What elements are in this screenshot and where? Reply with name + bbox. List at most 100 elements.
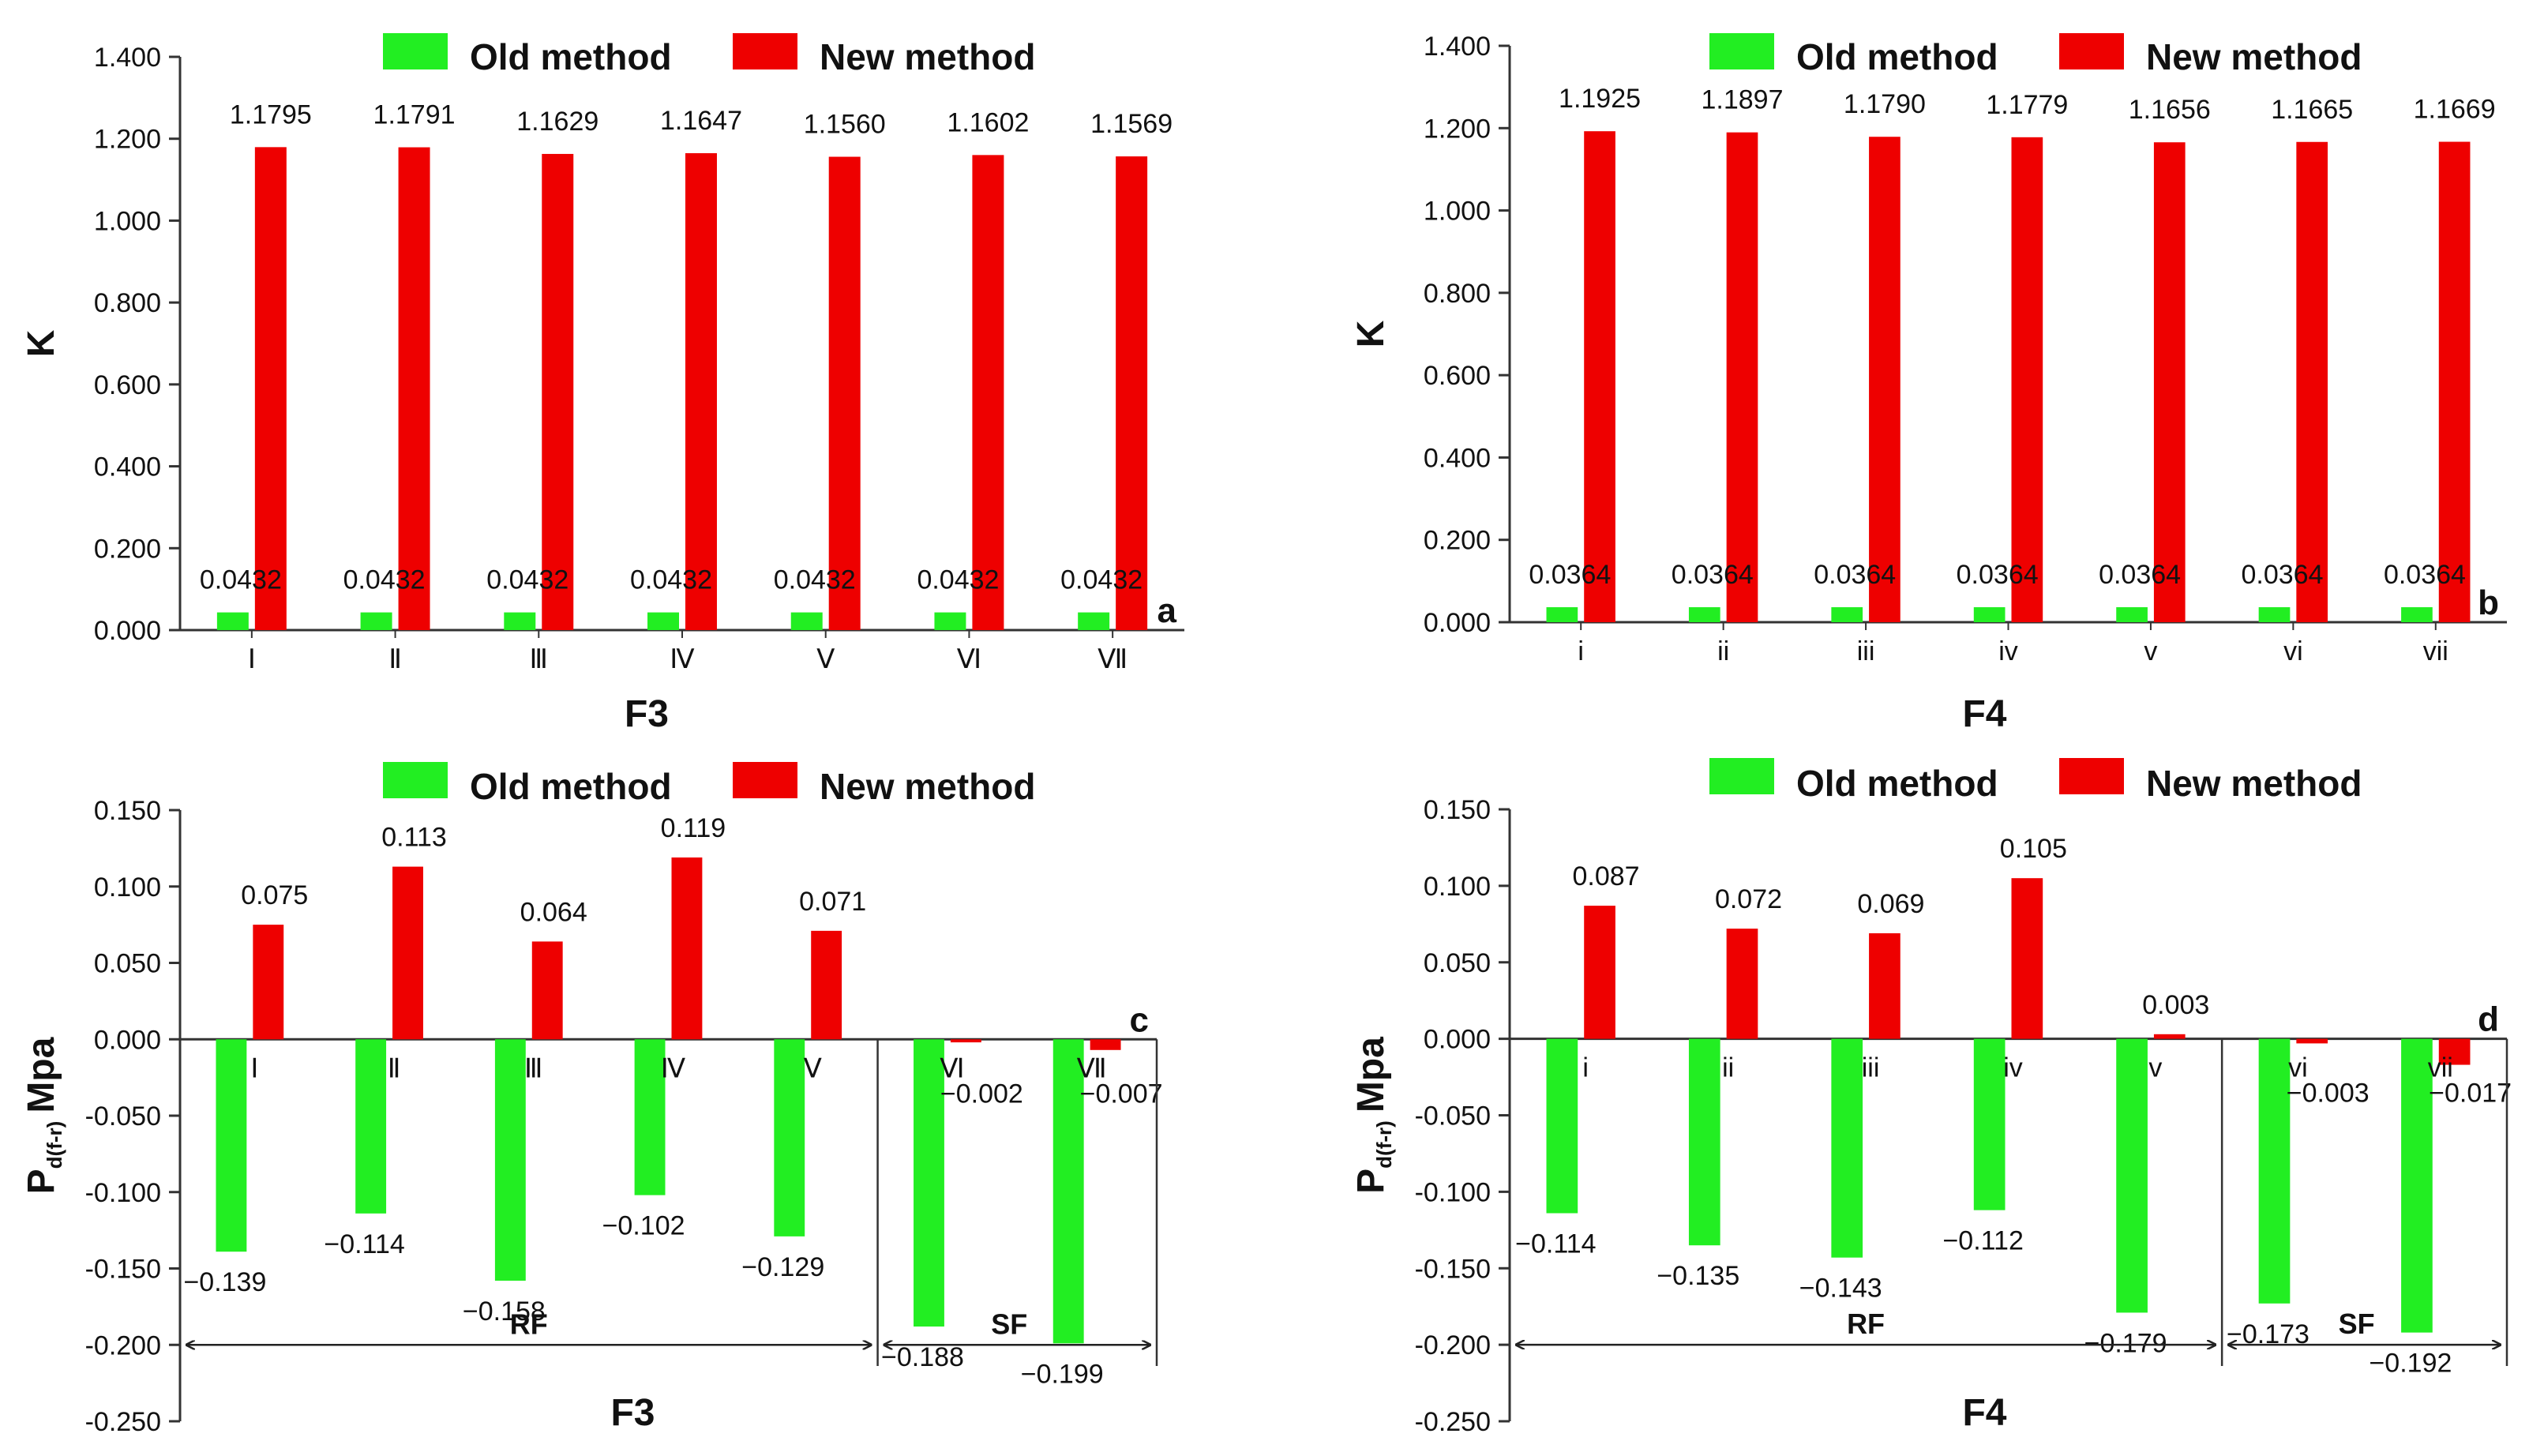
bar-old-7 xyxy=(2401,607,2433,622)
bar-old-7 xyxy=(1052,1039,1084,1344)
data-label-new: 0.075 xyxy=(241,880,308,910)
y-tick-label: 0.600 xyxy=(94,370,161,400)
y-axis-title: K xyxy=(1350,320,1392,347)
data-label-new: 1.1779 xyxy=(1986,90,2068,120)
y-tick-label: 1.400 xyxy=(94,43,161,73)
bar-old-5 xyxy=(2116,607,2148,622)
x-category-label: Ⅰ xyxy=(250,1053,258,1083)
x-category-label: Ⅱ xyxy=(388,1053,401,1083)
y-tick-label: 0.200 xyxy=(1424,526,1491,556)
data-label-new: 0.064 xyxy=(520,897,587,927)
y-tick-label: -0.050 xyxy=(1415,1101,1491,1131)
data-label-old: 0.0364 xyxy=(2384,560,2466,590)
bar-old-1 xyxy=(216,1039,247,1252)
y-tick-label: 1.200 xyxy=(94,125,161,155)
legend-label-new: New method xyxy=(820,36,1035,77)
data-label-old: 0.0364 xyxy=(1529,560,1611,590)
y-tick-label: -0.100 xyxy=(1415,1177,1491,1207)
bar-new-5 xyxy=(2153,142,2186,623)
bar-new-5 xyxy=(811,930,842,1040)
legend-swatch-old xyxy=(1709,33,1774,69)
data-label-new: 1.1656 xyxy=(2129,95,2211,125)
bar-old-2 xyxy=(360,612,392,630)
y-tick-label: 0.600 xyxy=(1424,361,1491,391)
x-category-label: Ⅰ xyxy=(248,644,256,674)
y-tick-label: 0.400 xyxy=(1424,443,1491,473)
panel-letter: a xyxy=(1158,591,1177,630)
data-label-old: 0.0432 xyxy=(774,565,856,595)
bar-old-5 xyxy=(2116,1038,2148,1313)
data-label-new: −0.017 xyxy=(2429,1079,2512,1109)
data-label-new: 0.119 xyxy=(661,813,726,843)
legend-label-new: New method xyxy=(820,766,1035,807)
x-category-label: vi xyxy=(2288,1053,2308,1083)
legend-label-old: Old method xyxy=(1796,36,1998,77)
y-axis-title-main: P xyxy=(21,1169,62,1194)
bar-old-2 xyxy=(1688,607,1720,622)
x-category-label: iii xyxy=(1857,636,1875,666)
y-axis-title-main: P xyxy=(1350,1169,1392,1194)
y-tick-label: -0.250 xyxy=(85,1407,161,1437)
group-label-rf: RF xyxy=(510,1308,548,1340)
legend-swatch-old xyxy=(383,762,448,798)
data-label-new: −0.003 xyxy=(2287,1079,2370,1109)
data-label-old: −0.158 xyxy=(463,1297,546,1327)
bar-new-5 xyxy=(828,156,861,630)
data-label-new: 1.1665 xyxy=(2271,95,2353,125)
y-tick-label: 0.000 xyxy=(1424,608,1491,638)
y-tick-label: 0.000 xyxy=(94,616,161,646)
legend-label-old: Old method xyxy=(1796,763,1998,804)
bar-old-1 xyxy=(216,612,249,630)
legend-swatch-old xyxy=(383,33,448,69)
bar-old-4 xyxy=(634,1039,666,1195)
x-category-label: Ⅶ xyxy=(1077,1053,1107,1083)
data-label-new: −0.002 xyxy=(940,1079,1023,1109)
data-label-new: 1.1795 xyxy=(230,99,312,129)
y-tick-label: -0.250 xyxy=(1415,1407,1491,1437)
data-label-old: −0.114 xyxy=(324,1229,404,1259)
bar-new-3 xyxy=(531,941,563,1040)
bar-new-2 xyxy=(1726,929,1758,1039)
x-axis-title: F4 xyxy=(1962,693,2006,735)
y-tick-label: 1.400 xyxy=(1424,32,1491,62)
bar-new-3 xyxy=(1869,137,1900,622)
chart-panel-a: 0.000 0.200 0.400 0.600 0.800 1.000 1.200 1.400… xyxy=(21,33,1184,735)
y-tick-label: 1.000 xyxy=(1424,197,1491,227)
x-category-label: Ⅴ xyxy=(816,644,835,674)
data-label-old: −0.135 xyxy=(1657,1261,1739,1291)
y-axis-title: Pd(f-r) Mpa xyxy=(1350,1037,1396,1194)
data-label-new: 1.1569 xyxy=(1090,109,1173,139)
data-label-old: −0.188 xyxy=(881,1342,964,1372)
y-axis-title-unit: Mpa xyxy=(21,1037,62,1113)
data-label-new: 0.087 xyxy=(1573,861,1640,891)
legend-swatch-old xyxy=(1709,758,1774,794)
x-category-label: v xyxy=(2144,636,2157,666)
x-category-label: Ⅵ xyxy=(940,1053,964,1083)
data-label-old: −0.179 xyxy=(2084,1328,2167,1358)
y-tick-label: 0.050 xyxy=(1424,948,1491,978)
data-label-new: 1.1560 xyxy=(804,110,886,140)
x-category-label: iv xyxy=(1998,636,2018,666)
x-category-label: iii xyxy=(1862,1053,1880,1083)
panel-letter: b xyxy=(2478,584,2499,622)
bar-new-7 xyxy=(1116,156,1148,631)
bar-new-1 xyxy=(1584,906,1615,1039)
group-label-sf: SF xyxy=(2339,1308,2375,1340)
bar-new-4 xyxy=(671,857,703,1040)
legend-label-old: Old method xyxy=(470,766,672,807)
data-label-old: 0.0432 xyxy=(630,565,712,595)
x-category-label: Ⅳ xyxy=(661,1053,686,1083)
x-category-label: vii xyxy=(2423,636,2448,666)
data-label-new: 1.1790 xyxy=(1844,89,1926,119)
panel-letter: d xyxy=(2478,1000,2499,1039)
bar-new-2 xyxy=(1726,132,1758,622)
panel-letter: c xyxy=(1130,1000,1149,1039)
x-category-label: Ⅲ xyxy=(530,644,548,674)
bar-old-6 xyxy=(914,1039,944,1327)
data-label-new: −0.007 xyxy=(1080,1079,1163,1109)
data-label-old: 0.0432 xyxy=(917,565,999,595)
y-tick-label: -0.100 xyxy=(85,1178,161,1208)
bar-old-7 xyxy=(1078,612,1110,630)
chart-panel-b: 0.000 0.200 0.400 0.600 0.800 1.000 1.200 1.400… xyxy=(1350,32,2507,735)
